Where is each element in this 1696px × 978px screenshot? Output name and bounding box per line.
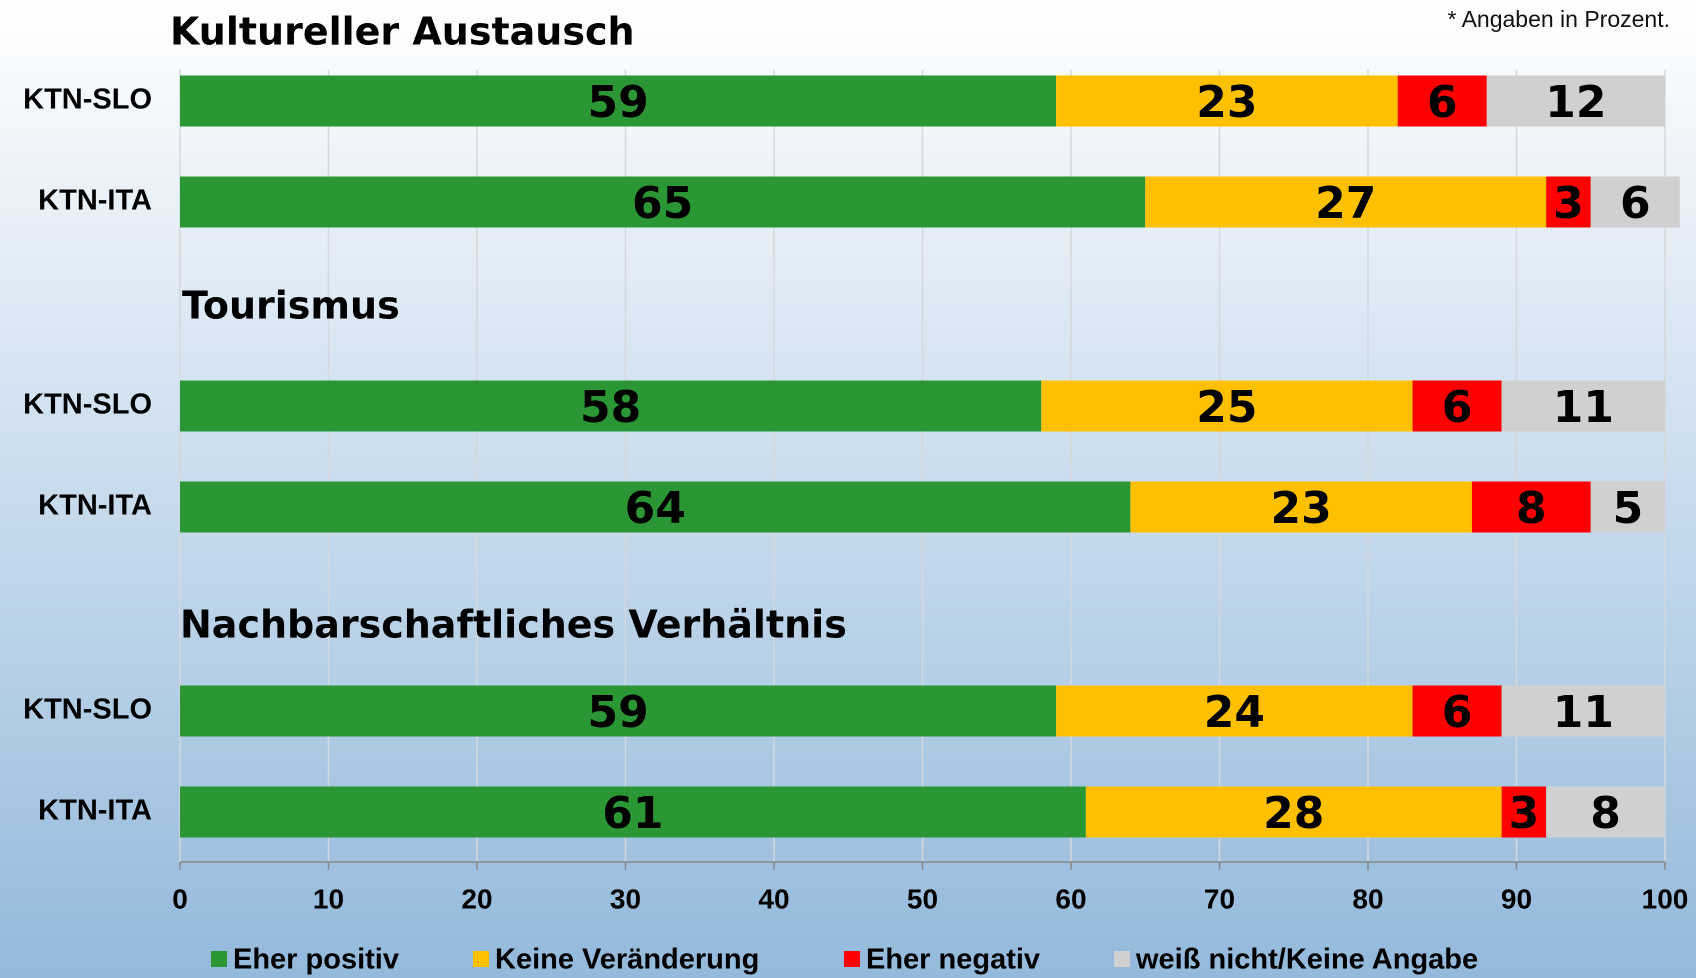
data-label: 6 xyxy=(1442,687,1473,738)
y-tick-label: KTN-ITA xyxy=(38,795,152,827)
bar-segment xyxy=(1546,176,1591,228)
legend-swatch xyxy=(211,951,227,967)
data-label: 11 xyxy=(1553,687,1614,738)
y-tick-label: KTN-ITA xyxy=(38,490,152,522)
bar-segment xyxy=(1056,75,1398,127)
bar-segment xyxy=(1085,786,1502,838)
bar-segment xyxy=(1056,685,1413,737)
group-title: Tourismus xyxy=(182,284,400,328)
note: * Angaben in Prozent. xyxy=(1448,6,1671,32)
data-label: 28 xyxy=(1263,788,1324,839)
bar-segment xyxy=(180,380,1042,432)
legend-label: Eher positiv xyxy=(233,944,399,976)
bar-segment xyxy=(1546,786,1665,838)
x-tick-label: 30 xyxy=(610,883,641,914)
y-tick-label: KTN-ITA xyxy=(38,185,152,217)
legend-swatch xyxy=(473,951,489,967)
bar-segment xyxy=(1397,75,1487,127)
x-tick-label: 10 xyxy=(313,883,344,914)
data-label: 6 xyxy=(1620,178,1651,229)
x-tick-label: 90 xyxy=(1501,883,1532,914)
legend-swatch xyxy=(844,951,860,967)
data-label: 6 xyxy=(1427,77,1458,128)
x-tick-label: 50 xyxy=(907,883,938,914)
y-tick-label: KTN-SLO xyxy=(23,84,152,116)
group-title: Nachbarschaftliches Verhältnis xyxy=(180,603,847,647)
y-tick-label: KTN-SLO xyxy=(23,389,152,421)
x-tick-label: 20 xyxy=(461,883,492,914)
x-tick-label: 0 xyxy=(172,883,188,914)
bar-segment xyxy=(1145,176,1547,228)
bar-segment xyxy=(180,685,1057,737)
bar-segment xyxy=(1590,481,1665,533)
group-title: Kultureller Austausch xyxy=(170,10,635,54)
x-tick-label: 60 xyxy=(1055,883,1086,914)
data-label: 23 xyxy=(1196,77,1257,128)
bar-segment xyxy=(180,786,1086,838)
data-label: 12 xyxy=(1545,77,1606,128)
data-label: 23 xyxy=(1271,483,1332,534)
bar-segment xyxy=(1501,685,1665,737)
legend-label: weiß nicht/Keine Angabe xyxy=(1135,944,1478,976)
bar-segment xyxy=(1412,380,1502,432)
legend-swatch xyxy=(1114,951,1130,967)
bar-segment xyxy=(1130,481,1472,533)
x-tick-label: 40 xyxy=(758,883,789,914)
data-label: 27 xyxy=(1315,178,1376,229)
data-label: 11 xyxy=(1553,382,1614,433)
legend-label: Keine Veränderung xyxy=(495,944,759,976)
data-label: 5 xyxy=(1613,483,1644,534)
bar-segment xyxy=(1412,685,1502,737)
legend-label: Eher negativ xyxy=(866,944,1040,976)
x-tick-label: 80 xyxy=(1352,883,1383,914)
bar-segment xyxy=(1501,380,1665,432)
y-tick-label: KTN-SLO xyxy=(23,694,152,726)
data-label: 59 xyxy=(587,77,648,128)
bar-segment xyxy=(1486,75,1665,127)
bar-segment xyxy=(1041,380,1413,432)
bar-segment xyxy=(1590,176,1680,228)
bar-segment xyxy=(1501,786,1547,838)
bar-segment xyxy=(180,176,1146,228)
data-label: 24 xyxy=(1204,687,1265,738)
data-label: 3 xyxy=(1509,788,1540,839)
data-label: 65 xyxy=(632,178,693,229)
x-tick-label: 70 xyxy=(1204,883,1235,914)
data-label: 61 xyxy=(602,788,663,839)
data-label: 6 xyxy=(1442,382,1473,433)
bar-segment xyxy=(180,75,1057,127)
data-label: 8 xyxy=(1516,483,1547,534)
bar-segment xyxy=(1471,481,1591,533)
data-label: 3 xyxy=(1553,178,1584,229)
data-label: 59 xyxy=(587,687,648,738)
data-label: 58 xyxy=(580,382,641,433)
data-label: 64 xyxy=(625,483,686,534)
data-label: 25 xyxy=(1196,382,1257,433)
bar-segment xyxy=(180,481,1131,533)
x-tick-label: 100 xyxy=(1642,883,1689,914)
data-label: 8 xyxy=(1590,788,1621,839)
